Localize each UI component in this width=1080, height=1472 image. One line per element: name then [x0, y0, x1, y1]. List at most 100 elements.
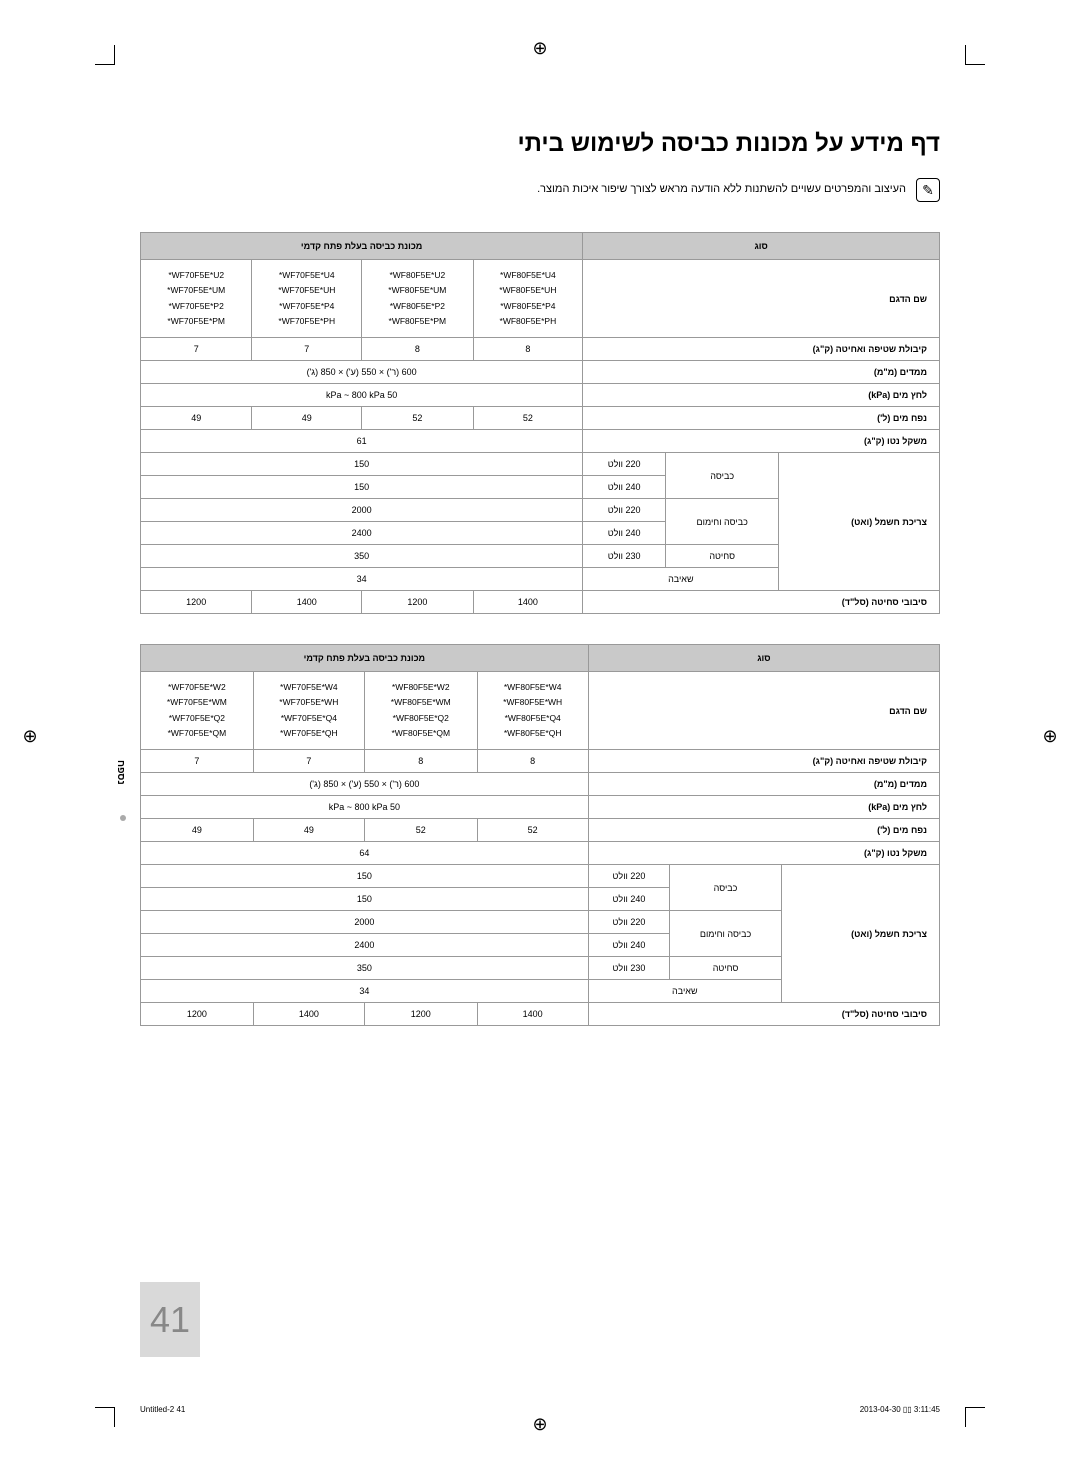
washheat-label: כביסה וחימום: [670, 911, 782, 957]
footer: Untitled-2 41 2013-04-30 ▯▯ 3:11:45: [140, 1405, 940, 1414]
pressure-val: 50 kPa ~ 800 kPa: [141, 796, 589, 819]
spec-table-2: סוג מכונת כביסה בעלת פתח קדמי שם הדגם WF…: [140, 644, 940, 1026]
model-col: WF70F5E*U2* WF70F5E*UM* WF70F5E*P2* WF70…: [141, 260, 252, 338]
rpm-val: 1200: [362, 591, 473, 614]
side-dot-icon: [120, 815, 126, 821]
registration-mark-icon: ⊕: [1040, 726, 1060, 746]
registration-mark-icon: ⊕: [530, 38, 550, 58]
cap-val: 8: [362, 338, 473, 361]
note-text: העיצוב והמפרטים עשויים להשתנות ללא הודעה…: [537, 178, 906, 195]
power-val: 34: [141, 980, 589, 1003]
power-val: 150: [141, 865, 589, 888]
footer-right: 2013-04-30 ▯▯ 3:11:45: [860, 1405, 940, 1414]
wash-label: כביסה: [665, 453, 778, 499]
voltage-label: 240 וולט: [588, 888, 669, 911]
voltage-label: 220 וולט: [588, 865, 669, 888]
power-val: 34: [141, 568, 583, 591]
vol-val: 49: [252, 407, 362, 430]
dims-val: 600 (ר') × 550 (ע') × 850 (ג'): [141, 773, 589, 796]
pressure-label: לחץ מים (kPa): [583, 384, 940, 407]
model-col: WF80F5E*U2* WF80F5E*UM* WF80F5E*P2* WF80…: [362, 260, 473, 338]
model-col: WF80F5E*W4* WF80F5E*WH* WF80F5E*Q4* WF80…: [477, 672, 588, 750]
registration-mark-icon: ⊕: [530, 1414, 550, 1434]
dims-label: ממדים (מ"מ): [588, 773, 939, 796]
cap-val: 8: [473, 338, 583, 361]
dims-label: ממדים (מ"מ): [583, 361, 940, 384]
rpm-val: 1400: [477, 1003, 588, 1026]
spin-label: סחיטה: [670, 957, 782, 980]
volume-label: נפח מים (ל'): [583, 407, 940, 430]
rpm-val: 1400: [252, 591, 362, 614]
rpm-val: 1200: [141, 1003, 254, 1026]
power-val: 2000: [141, 911, 589, 934]
weight-label: משקל נטו (ק"ג): [588, 842, 939, 865]
model-label: שם הדגם: [583, 260, 940, 338]
dims-val: 600 (ר') × 550 (ע') × 850 (ג'): [141, 361, 583, 384]
voltage-label: 240 וולט: [583, 522, 666, 545]
power-val: 350: [141, 957, 589, 980]
vol-val: 52: [364, 819, 477, 842]
power-val: 150: [141, 888, 589, 911]
power-val: 150: [141, 476, 583, 499]
pump-label: שאיבה: [583, 568, 779, 591]
model-col: WF70F5E*W4* WF70F5E*WH* WF70F5E*Q4* WF70…: [253, 672, 364, 750]
model-label: שם הדגם: [588, 672, 939, 750]
pressure-val: 50 kPa ~ 800 kPa: [141, 384, 583, 407]
registration-mark-icon: ⊕: [20, 726, 40, 746]
power-val: 2000: [141, 499, 583, 522]
vol-val: 52: [362, 407, 473, 430]
rpm-label: סיבובי סחיטה (סל"ד): [588, 1003, 939, 1026]
washheat-label: כביסה וחימום: [665, 499, 778, 545]
machine-header: מכונת כביסה בעלת פתח קדמי: [141, 645, 589, 672]
model-col: WF70F5E*W2* WF70F5E*WM* WF70F5E*Q2* WF70…: [141, 672, 254, 750]
voltage-label: 240 וולט: [588, 934, 669, 957]
weight-val: 61: [141, 430, 583, 453]
model-col: WF70F5E*U4* WF70F5E*UH* WF70F5E*P4* WF70…: [252, 260, 362, 338]
cap-val: 7: [141, 750, 254, 773]
power-val: 2400: [141, 934, 589, 957]
vol-val: 49: [141, 819, 254, 842]
voltage-label: 220 וולט: [583, 453, 666, 476]
machine-header: מכונת כביסה בעלת פתח קדמי: [141, 233, 583, 260]
voltage-label: 220 וולט: [588, 911, 669, 934]
rpm-val: 1400: [253, 1003, 364, 1026]
vol-val: 49: [141, 407, 252, 430]
cap-val: 8: [477, 750, 588, 773]
voltage-label: 230 וולט: [588, 957, 669, 980]
footer-left: Untitled-2 41: [140, 1405, 185, 1414]
note-icon: ✎: [916, 178, 940, 202]
cap-val: 7: [253, 750, 364, 773]
capacity-label: קיבולת שטיפה ואחיטה (ק"ג): [583, 338, 940, 361]
power-label: צריכת חשמל (ואט): [779, 453, 940, 591]
vol-val: 49: [253, 819, 364, 842]
capacity-label: קיבולת שטיפה ואחיטה (ק"ג): [588, 750, 939, 773]
pump-label: שאיבה: [588, 980, 781, 1003]
page-number: 41: [140, 1282, 200, 1357]
power-label: צריכת חשמל (ואט): [781, 865, 939, 1003]
voltage-label: 240 וולט: [583, 476, 666, 499]
spec-table-1: סוג מכונת כביסה בעלת פתח קדמי שם הדגם WF…: [140, 232, 940, 614]
weight-label: משקל נטו (ק"ג): [583, 430, 940, 453]
cap-val: 7: [141, 338, 252, 361]
rpm-val: 1400: [473, 591, 583, 614]
voltage-label: 230 וולט: [583, 545, 666, 568]
type-header: סוג: [588, 645, 939, 672]
model-col: WF80F5E*U4* WF80F5E*UH* WF80F5E*P4* WF80…: [473, 260, 583, 338]
cap-val: 7: [252, 338, 362, 361]
rpm-val: 1200: [141, 591, 252, 614]
pressure-label: לחץ מים (kPa): [588, 796, 939, 819]
weight-val: 64: [141, 842, 589, 865]
power-val: 2400: [141, 522, 583, 545]
power-val: 150: [141, 453, 583, 476]
cap-val: 8: [364, 750, 477, 773]
side-tab: נספח: [115, 760, 126, 785]
model-col: WF80F5E*W2* WF80F5E*WM* WF80F5E*Q2* WF80…: [364, 672, 477, 750]
vol-val: 52: [477, 819, 588, 842]
rpm-label: סיבובי סחיטה (סל"ד): [583, 591, 940, 614]
wash-label: כביסה: [670, 865, 782, 911]
type-header: סוג: [583, 233, 940, 260]
page-title: דף מידע על מכונות כביסה לשימוש ביתי: [140, 130, 940, 158]
voltage-label: 220 וולט: [583, 499, 666, 522]
spin-label: סחיטה: [665, 545, 778, 568]
power-val: 350: [141, 545, 583, 568]
